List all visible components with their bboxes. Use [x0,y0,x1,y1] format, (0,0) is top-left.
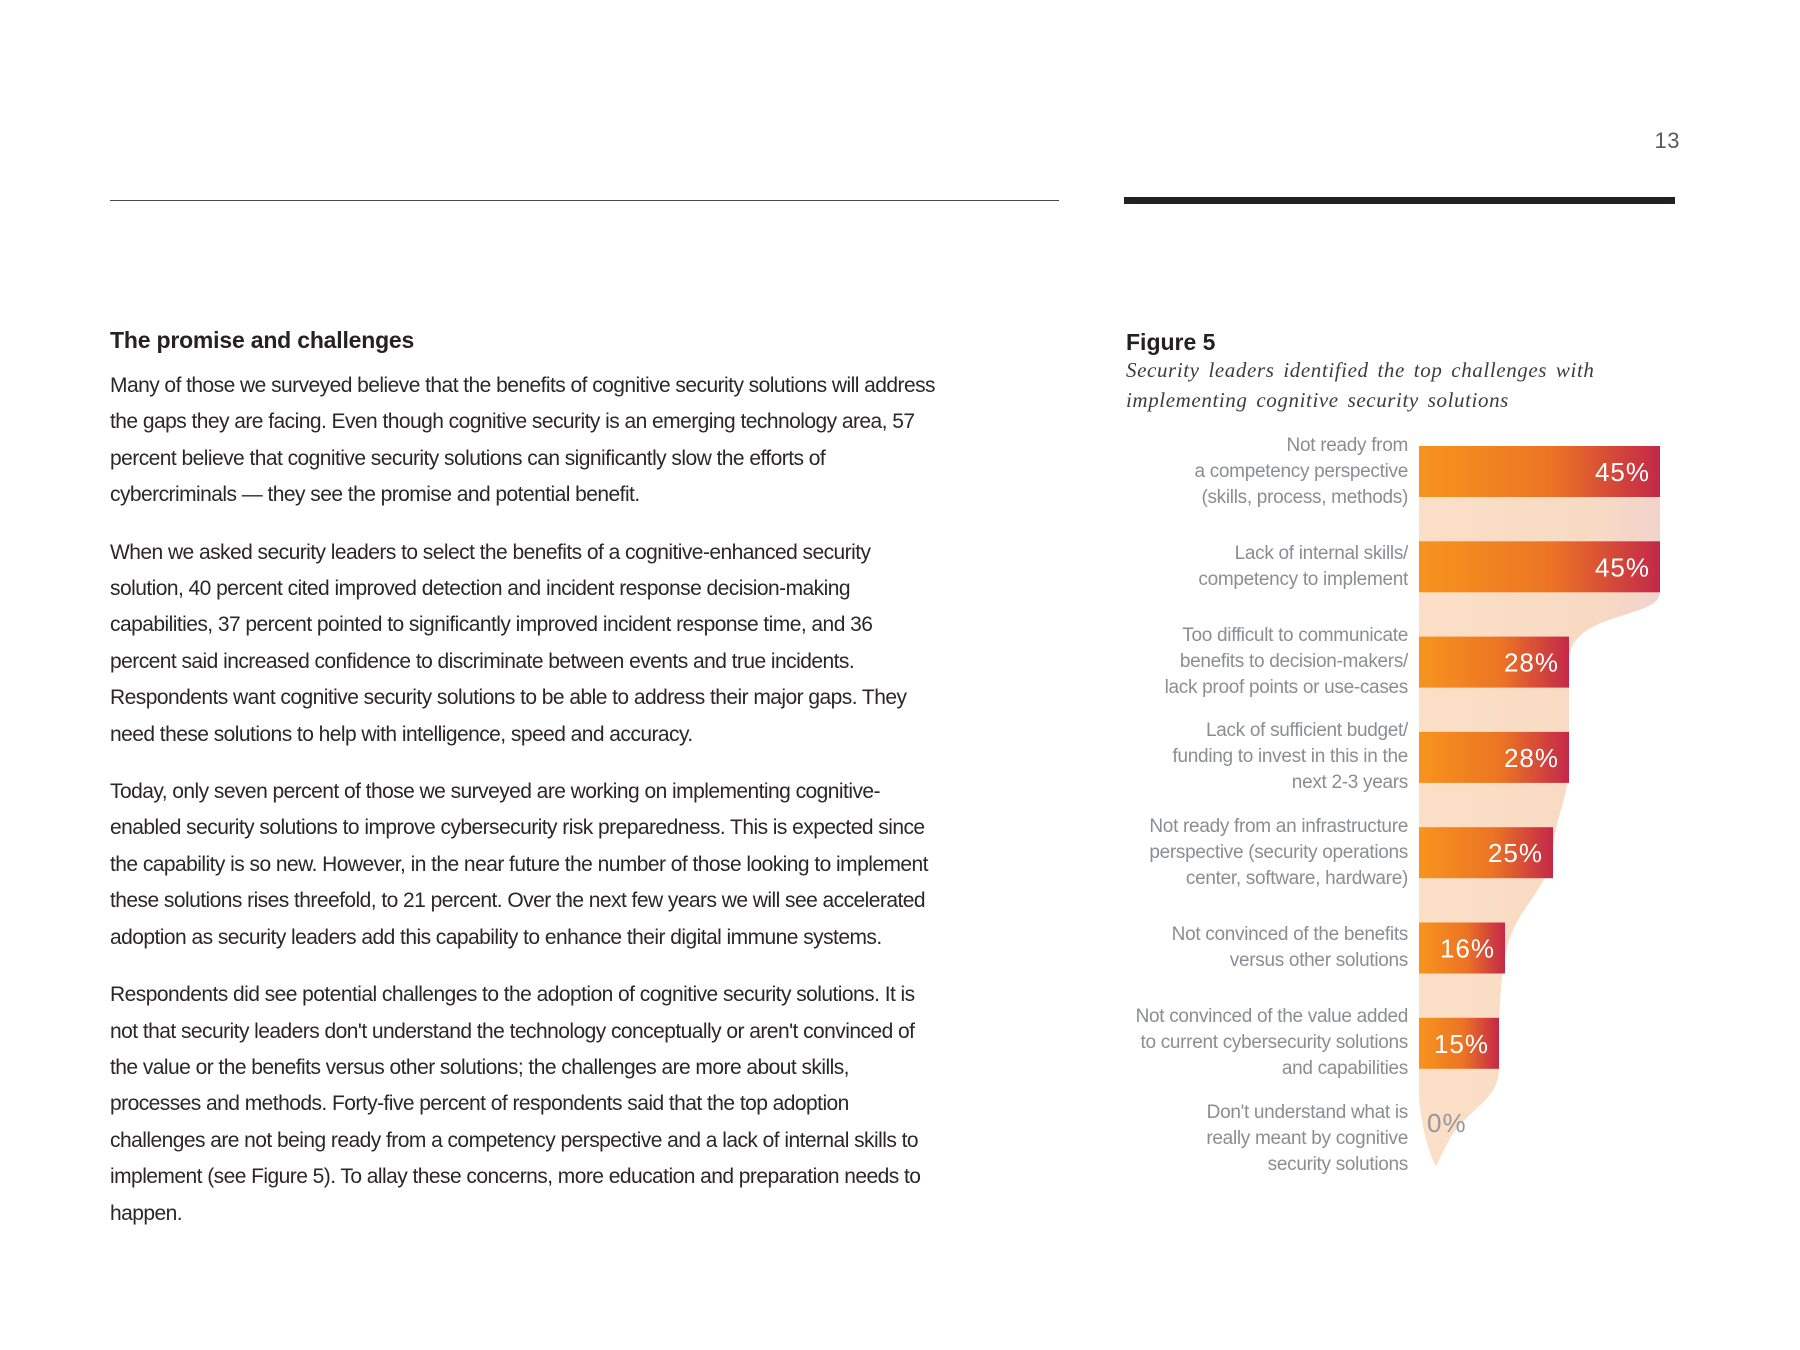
bar-value-label: 25% [1488,838,1543,868]
left-column-rule [110,200,1059,201]
funnel-backdrop [1419,446,1660,1166]
figure-caption: Security leaders identified the top chal… [1126,358,1595,412]
bar-category-label-line: center, software, hardware) [1185,867,1408,889]
bar-category-label: Not ready from an infrastructure perspect… [1050,814,1408,892]
bar-category-label-line: security solutions [1267,1153,1409,1175]
bar-category-label: Not convinced of the value added to curre… [1050,1004,1409,1082]
article-paragraph: Today, only seven percent of those we su… [110,780,929,949]
article-paragraph: Respondents did see potential challenges… [110,983,921,1225]
bar [1419,922,1505,974]
bar [1419,541,1660,593]
bar-category-label-line: to current cybersecurity solutions [1140,1032,1408,1054]
article-body: The promise and challenges Many of those… [110,327,938,1253]
bar-category-label-line: a competency perspective [1194,460,1408,482]
bar-category-label-line: Don't understand what is [1206,1101,1409,1123]
bar-category-label-line: competency to implement [1198,568,1408,590]
bar-category-label-line: really meant by cognitive [1206,1127,1408,1149]
bar-category-label-line: (skills, process, methods) [1201,486,1408,508]
bar-category-label: Lack of internal skills/competency to im… [1050,541,1408,593]
page-number: 13 [1654,128,1680,153]
bar-category-label: Lack of sufficient budget/funding to inv… [1050,718,1409,796]
bar-category-label: Not convinced of the benefits versus othe… [1050,922,1409,974]
bar [1419,827,1553,879]
bar-chart-canvas: 45% 45% 28% 28% 25% 16% 15% 0% [1419,446,1660,1166]
bar [1419,1017,1499,1069]
bar-category-label-line: funding to invest in this in the [1172,746,1409,768]
bar-category-label-line: versus other solutions [1229,950,1409,971]
bar-value-label: 45% [1595,552,1650,582]
bar-value-label: 16% [1440,934,1495,964]
bar-category-label-line: Not convinced of the benefits [1171,924,1409,945]
article-heading: The promise and challenges [110,327,415,353]
bar-value-label: 45% [1595,457,1650,487]
article-paragraph: Many of those we surveyed believe that t… [110,374,936,507]
bar-category-label-line: Not ready from an infrastructure [1149,815,1408,837]
bar [1419,731,1569,783]
bar [1419,446,1660,497]
bar-category-label-line: benefits to decision-makers/ [1179,651,1408,673]
bar-category-label-line: Lack of internal skills/ [1234,542,1409,564]
bar-value-label: 0% [1427,1108,1467,1138]
bar-category-label: Too difficult to communicate benefits to … [1050,623,1409,701]
bar-category-label-line: Lack of sufficient budget/ [1205,720,1408,742]
article-paragraph: When we asked security leaders to select… [110,540,907,746]
bar-category-label-line: Not ready from [1286,434,1409,456]
bar-category-label: Don't understand what is really meant by … [1050,1100,1408,1178]
bar-value-label: 28% [1504,648,1559,678]
bar-category-label-line: perspective (security operations [1149,841,1408,863]
bar-category-label-line: next 2-3 years [1291,772,1409,794]
figure-label: Figure 5 [1126,329,1216,355]
bar-category-label-line: and capabilities [1281,1058,1408,1080]
bar-category-label-line: Too difficult to communicate [1182,625,1408,647]
bar-value-label: 15% [1434,1029,1489,1059]
bar-category-label-line: Not convinced of the value added [1135,1006,1409,1028]
bar-category-label-line: lack proof points or use-cases [1164,677,1409,699]
bar-value-label: 28% [1504,743,1559,773]
bar [1419,636,1569,688]
figure-column-rule [1124,197,1675,204]
bar-category-label: Not ready from a competency perspective (s… [1050,433,1408,511]
